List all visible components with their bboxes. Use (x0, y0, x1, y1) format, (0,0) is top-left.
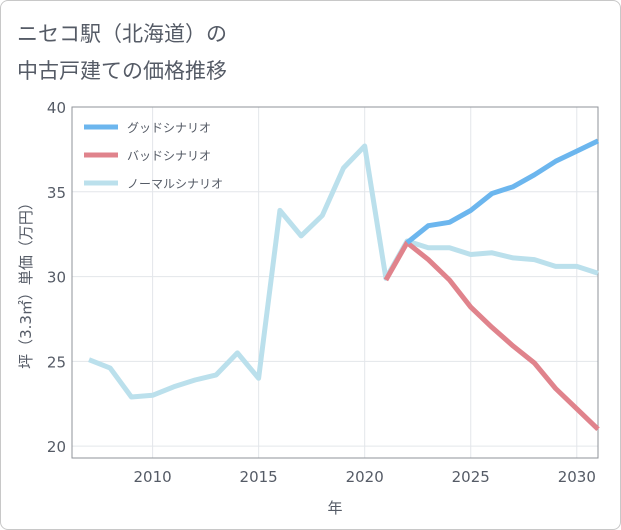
x-tick-label: 2015 (240, 468, 278, 486)
chart-title-line-2: 中古戸建ての価格推移 (17, 59, 227, 83)
bad-scenario-line (383, 240, 600, 432)
legend-label: ノーマルシナリオ (127, 177, 223, 191)
normal-scenario-line (88, 143, 599, 400)
y-tick-label: 25 (47, 353, 66, 371)
x-axis-label: 年 (327, 499, 342, 517)
x-tick-label: 2020 (346, 468, 384, 486)
x-tick-label: 2025 (452, 468, 490, 486)
x-tick-label: 2030 (558, 468, 596, 486)
plot-frame (71, 106, 599, 459)
y-tick-label: 20 (47, 438, 66, 456)
y-tick-label: 30 (47, 269, 66, 287)
legend-label: グッドシナリオ (127, 121, 211, 135)
series-lines (88, 138, 600, 432)
legend-normal-scenario[interactable]: ノーマルシナリオ (84, 177, 223, 191)
x-tick-label: 2010 (134, 468, 172, 486)
chart-title-line-1: ニセコ駅（北海道）の (17, 22, 227, 46)
good-scenario-line (405, 138, 600, 245)
legend-good-scenario[interactable]: グッドシナリオ (84, 121, 211, 135)
y-axis-label: 坪（3.3㎡）単価（万円） (17, 195, 35, 369)
legend-bad-scenario[interactable]: バッドシナリオ (84, 149, 211, 163)
legend-label: バッドシナリオ (127, 149, 211, 163)
y-tick-label: 35 (47, 184, 66, 202)
y-tick-label: 40 (47, 99, 66, 117)
chart-title: ニセコ駅（北海道）の 中古戸建ての価格推移 (17, 22, 227, 83)
